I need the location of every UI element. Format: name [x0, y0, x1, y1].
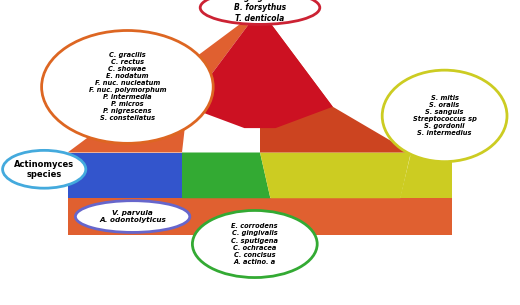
Ellipse shape — [200, 0, 320, 24]
Polygon shape — [68, 9, 260, 152]
Polygon shape — [260, 9, 411, 152]
Text: E. corrodens
C. gingivalis
C. sputigena
C. ochracea
C. concisus
A. actino. a: E. corrodens C. gingivalis C. sputigena … — [231, 224, 278, 264]
Text: C. gracilis
C. rectus
C. showae
E. nodatum
F. nuc. nucleatum
F. nuc. polymorphum: C. gracilis C. rectus C. showae E. nodat… — [88, 52, 166, 121]
Ellipse shape — [192, 210, 317, 278]
Polygon shape — [400, 152, 452, 198]
Polygon shape — [260, 152, 411, 198]
Polygon shape — [68, 152, 182, 198]
Polygon shape — [68, 198, 452, 235]
Ellipse shape — [42, 30, 213, 143]
Polygon shape — [187, 9, 333, 128]
Text: V. parvula
A. odontolyticus: V. parvula A. odontolyticus — [99, 210, 166, 223]
Text: S. mitis
S. oralis
S. sanguis
Streptococcus sp
S. gordonii
S. intermedius: S. mitis S. oralis S. sanguis Streptococ… — [413, 95, 476, 136]
Ellipse shape — [3, 150, 86, 188]
Text: P. gingivalis
B. forsythus
T. denticola: P. gingivalis B. forsythus T. denticola — [234, 0, 286, 23]
Polygon shape — [182, 152, 270, 198]
Ellipse shape — [75, 201, 190, 232]
Ellipse shape — [382, 70, 507, 162]
Text: Actinomyces
species: Actinomyces species — [14, 160, 74, 179]
